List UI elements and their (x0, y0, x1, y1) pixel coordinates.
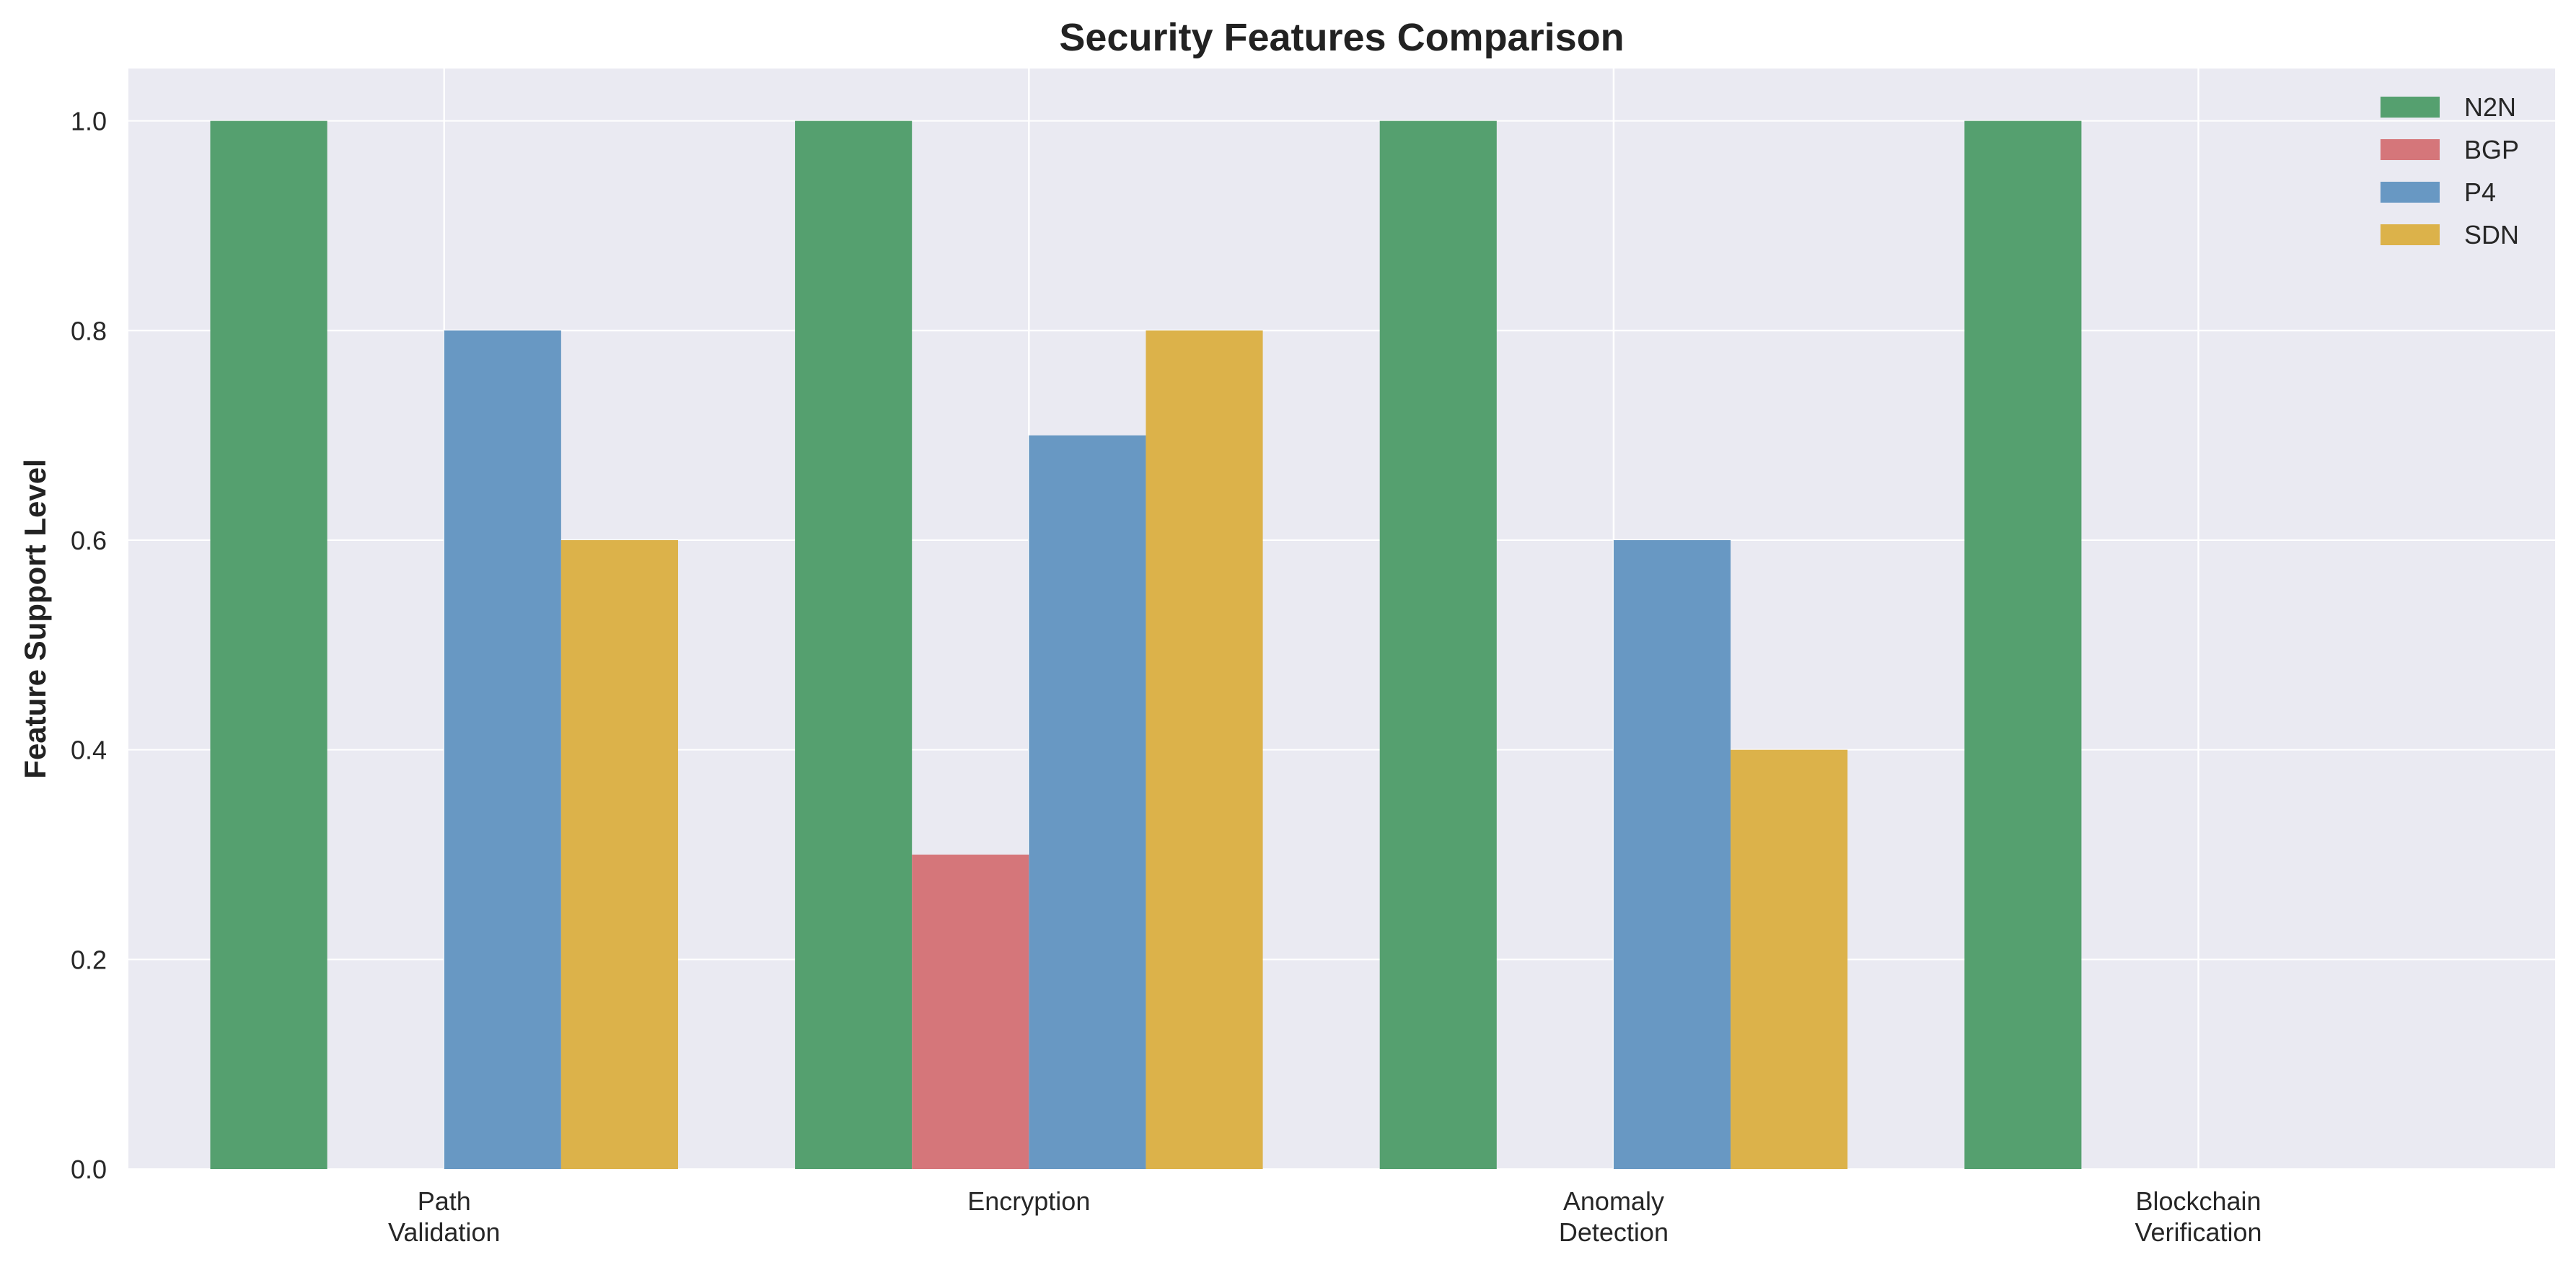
bar-n2n-2 (1379, 120, 1497, 1170)
x-axis-ticks: Path Validation Encryption Anomaly Detection… (388, 1186, 2262, 1247)
bar-sdn-0 (561, 540, 678, 1169)
x-tick-line: Validation (388, 1217, 500, 1247)
legend-swatch-n2n (2381, 97, 2440, 118)
x-tick-line: Blockchain (2135, 1186, 2261, 1216)
legend-label-n2n: N2N (2464, 92, 2516, 122)
legend: N2N BGP P4 SDN (2381, 92, 2519, 250)
bars (210, 120, 2082, 1170)
x-tick-line: Encryption (967, 1186, 1090, 1216)
legend-swatch-p4 (2381, 182, 2440, 203)
bar-bgp-1 (912, 855, 1029, 1169)
bar-n2n-3 (1964, 120, 2082, 1170)
y-tick-label: 0.4 (71, 736, 107, 765)
y-tick-label: 0.8 (71, 316, 107, 345)
bar-n2n-0 (210, 120, 328, 1170)
y-tick-label: 0.6 (71, 526, 107, 555)
x-tick-line: Detection (1559, 1217, 1669, 1247)
y-tick-label: 1.0 (71, 107, 107, 136)
y-tick-label: 0.0 (71, 1155, 107, 1184)
y-axis-ticks: 0.0 0.2 0.4 0.6 0.8 1.0 (71, 107, 107, 1184)
y-axis-label: Feature Support Level (18, 459, 52, 778)
bar-sdn-1 (1146, 330, 1263, 1169)
x-tick-label: Anomaly Detection (1559, 1186, 1669, 1247)
x-tick-line: Path (418, 1186, 471, 1216)
legend-label-sdn: SDN (2464, 220, 2519, 250)
bar-n2n-1 (795, 120, 913, 1170)
bar-sdn-2 (1731, 749, 1848, 1169)
y-tick-label: 0.2 (71, 945, 107, 974)
bar-p4-0 (444, 330, 561, 1169)
legend-label-p4: P4 (2464, 177, 2496, 207)
legend-swatch-bgp (2381, 139, 2440, 160)
x-tick-line: Anomaly (1563, 1186, 1664, 1216)
x-tick-line: Verification (2135, 1217, 2261, 1247)
bar-p4-1 (1029, 435, 1146, 1169)
bar-p4-2 (1613, 540, 1731, 1169)
chart-title: Security Features Comparison (1059, 16, 1624, 59)
x-tick-label: Path Validation (388, 1186, 500, 1247)
x-tick-label: Blockchain Verification (2135, 1186, 2261, 1247)
x-tick-label: Encryption (967, 1186, 1090, 1216)
legend-label-bgp: BGP (2464, 135, 2519, 164)
legend-swatch-sdn (2381, 224, 2440, 245)
